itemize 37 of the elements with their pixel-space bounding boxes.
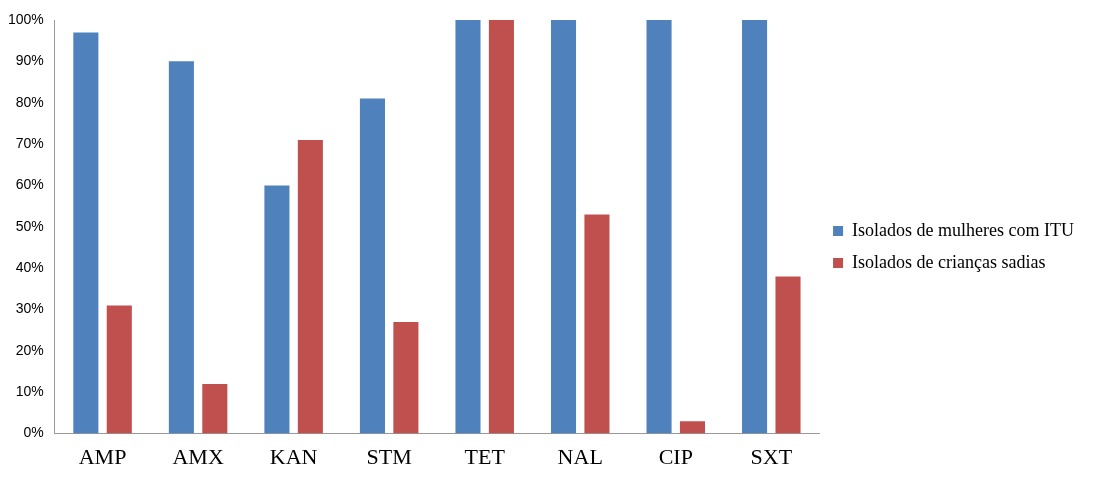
bar [679,421,706,434]
bar [775,276,801,434]
bar [168,61,194,434]
y-tick-label: 80% [15,93,44,110]
bar [73,32,99,434]
x-tick-label: KAN [269,443,318,469]
bar [393,321,419,434]
bar [488,20,514,434]
y-tick-label: 20% [15,341,44,358]
y-tick-label: 90% [15,52,44,69]
x-tick-label: STM [366,443,412,469]
bar [550,20,577,434]
bar [742,20,768,434]
bar [455,20,481,434]
y-tick-label: 0% [23,424,44,441]
bar [264,185,290,434]
legend-label: Isolados de mulheres com ITU [852,219,1075,240]
y-tick-label: 60% [15,176,44,193]
y-tick-label: 100% [7,10,44,27]
bar [106,305,132,434]
y-tick-label: 30% [15,300,44,317]
y-tick-label: 10% [15,383,44,400]
bar [202,383,228,434]
x-tick-label: CIP [658,443,693,469]
legend-label: Isolados de crianças sadias [852,251,1046,272]
bar [646,20,672,434]
bar [584,214,610,434]
x-tick-label: NAL [557,443,603,469]
y-tick-label: 40% [15,259,44,276]
x-tick-label: AMX [172,443,224,469]
y-tick-label: 70% [15,134,44,151]
y-tick-label: 50% [15,217,44,234]
x-tick-label: TET [464,443,506,469]
x-tick-label: SXT [750,443,793,469]
bar [359,98,385,434]
bar [297,139,323,434]
x-tick-label: AMP [78,443,127,469]
